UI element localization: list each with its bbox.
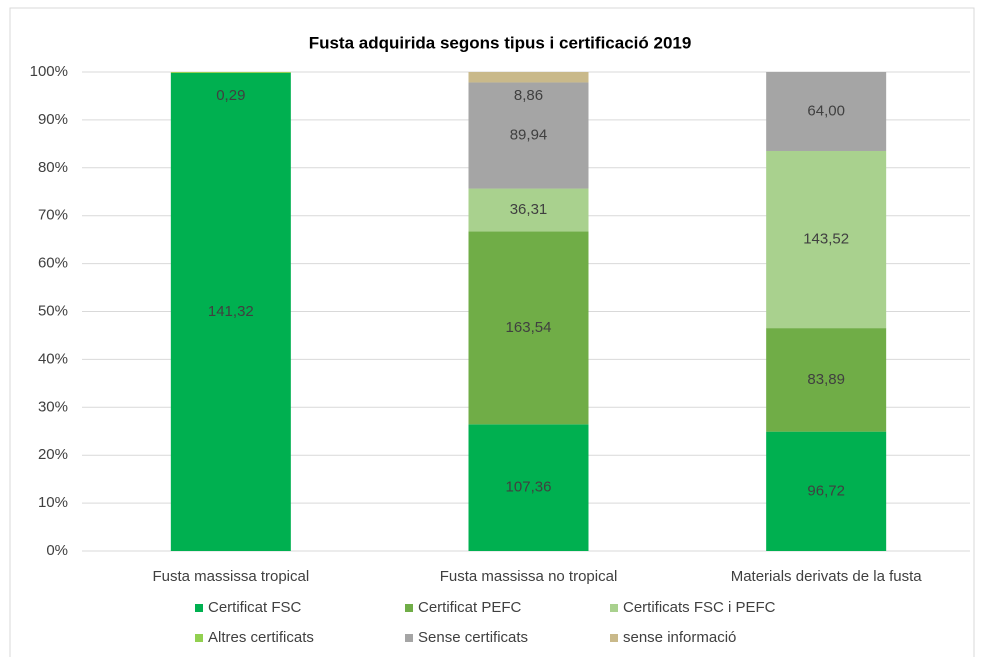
legend-swatch: [195, 604, 203, 612]
legend-label: Certificats FSC i PEFC: [623, 599, 776, 616]
y-tick-label: 70%: [38, 207, 68, 224]
x-tick-label: Materials derivats de la fusta: [731, 568, 923, 585]
legend-swatch: [405, 604, 413, 612]
legend-swatch: [405, 634, 413, 642]
bar-segment: [170, 72, 291, 552]
bar-segment: [766, 328, 887, 432]
data-label: 89,94: [510, 126, 548, 143]
data-label: 64,00: [807, 102, 845, 119]
data-label: 107,36: [506, 479, 552, 496]
y-tick-label: 40%: [38, 350, 68, 367]
legend-label: sense informació: [623, 629, 736, 646]
data-label: 8,86: [514, 87, 543, 104]
legend-label: Sense certificats: [418, 629, 528, 646]
x-tick-label: Fusta massissa tropical: [152, 568, 309, 585]
y-tick-label: 50%: [38, 302, 68, 319]
legend-swatch: [610, 604, 618, 612]
bar-segment: [468, 188, 589, 232]
legend-swatch: [610, 634, 618, 642]
bar-segment: [766, 150, 887, 329]
y-tick-label: 30%: [38, 398, 68, 415]
bar-segment: [170, 72, 291, 73]
y-tick-label: 100%: [30, 63, 68, 80]
y-tick-label: 80%: [38, 159, 68, 176]
y-tick-label: 60%: [38, 255, 68, 272]
y-tick-label: 0%: [46, 542, 68, 559]
legend-label: Certificat FSC: [208, 599, 302, 616]
data-label: 143,52: [803, 231, 849, 248]
y-tick-label: 10%: [38, 494, 68, 511]
bar-segment: [766, 431, 887, 551]
legend-label: Altres certificats: [208, 629, 314, 646]
bar-segment: [468, 82, 589, 189]
legend-swatch: [195, 634, 203, 642]
data-label: 141,32: [208, 303, 254, 320]
bar-segment: [468, 72, 589, 83]
legend-label: Certificat PEFC: [418, 599, 522, 616]
data-label: 36,31: [510, 201, 548, 218]
bar-segment: [468, 424, 589, 551]
y-tick-label: 20%: [38, 446, 68, 463]
x-tick-label: Fusta massissa no tropical: [440, 568, 618, 585]
bar-segment: [766, 72, 887, 151]
chart-title: Fusta adquirida segons tipus i certifica…: [309, 33, 692, 52]
data-label: 0,29: [216, 87, 245, 104]
data-label: 96,72: [807, 482, 845, 499]
data-label: 83,89: [807, 371, 845, 388]
data-label: 163,54: [506, 319, 552, 336]
bar-segment: [468, 231, 589, 425]
y-tick-label: 90%: [38, 111, 68, 128]
